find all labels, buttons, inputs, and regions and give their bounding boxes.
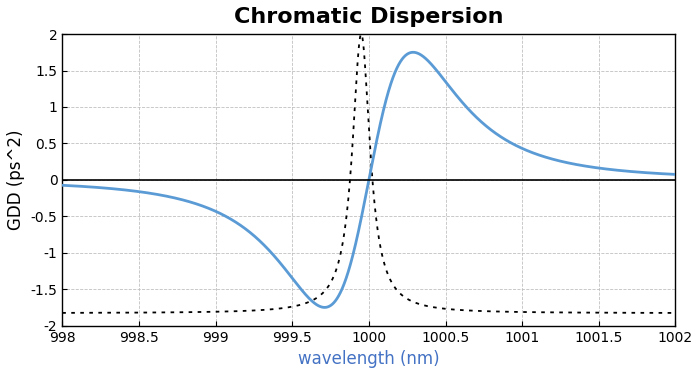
- Y-axis label: GDD (ps^2): GDD (ps^2): [7, 130, 25, 230]
- X-axis label: wavelength (nm): wavelength (nm): [298, 350, 440, 368]
- Title: Chromatic Dispersion: Chromatic Dispersion: [234, 7, 503, 27]
